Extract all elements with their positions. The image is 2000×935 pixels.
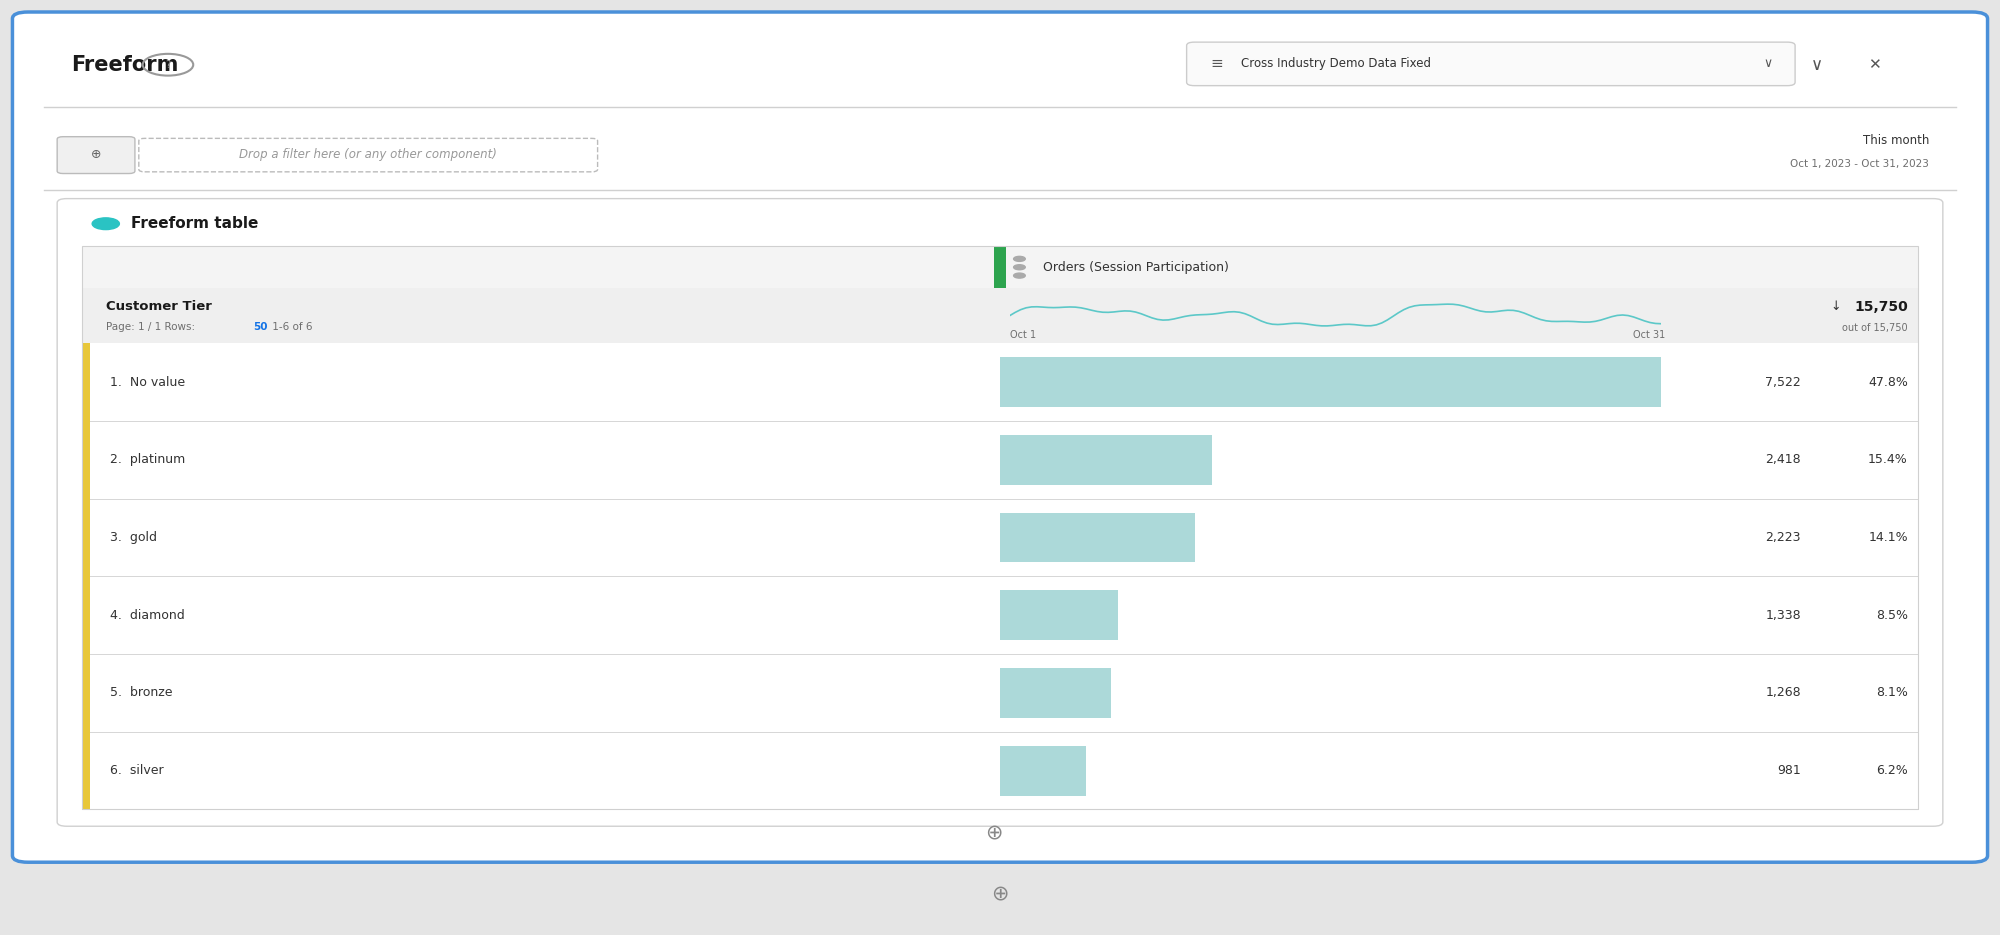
Text: 3.  gold: 3. gold <box>110 531 156 544</box>
Text: 2,418: 2,418 <box>1766 453 1800 467</box>
FancyBboxPatch shape <box>1186 42 1796 86</box>
Text: Cross Industry Demo Data Fixed: Cross Industry Demo Data Fixed <box>1242 57 1432 70</box>
Bar <box>82 343 1918 421</box>
Text: 6.2%: 6.2% <box>1876 764 1908 777</box>
Text: 47.8%: 47.8% <box>1868 376 1908 389</box>
Bar <box>1000 512 1196 563</box>
Circle shape <box>1014 273 1026 278</box>
Bar <box>82 732 90 810</box>
Bar <box>82 654 1918 732</box>
Text: 50: 50 <box>252 322 268 332</box>
Bar <box>82 246 1918 810</box>
Bar <box>1000 435 1212 484</box>
Bar <box>1000 590 1118 640</box>
Bar <box>82 654 90 732</box>
Text: Page: 1 / 1 Rows:: Page: 1 / 1 Rows: <box>106 322 198 332</box>
Text: ≡: ≡ <box>1210 56 1222 71</box>
Bar <box>82 288 1918 343</box>
Text: 2.  platinum: 2. platinum <box>110 453 184 467</box>
Text: 5.  bronze: 5. bronze <box>110 686 172 699</box>
Text: 4.  diamond: 4. diamond <box>110 609 184 622</box>
Text: 1,268: 1,268 <box>1766 686 1800 699</box>
Circle shape <box>1014 256 1026 262</box>
Text: 8.5%: 8.5% <box>1876 609 1908 622</box>
Bar <box>82 246 1918 288</box>
Text: 7,522: 7,522 <box>1766 376 1800 389</box>
Text: 1,338: 1,338 <box>1766 609 1800 622</box>
Circle shape <box>1014 265 1026 270</box>
Bar <box>82 577 1918 654</box>
FancyBboxPatch shape <box>12 12 1988 862</box>
Text: 6.  silver: 6. silver <box>110 764 164 777</box>
Text: ↓: ↓ <box>1830 300 1842 313</box>
Text: Oct 1: Oct 1 <box>1010 330 1036 340</box>
Text: 14.1%: 14.1% <box>1868 531 1908 544</box>
Text: 8.1%: 8.1% <box>1876 686 1908 699</box>
Text: ∨: ∨ <box>1810 56 1822 74</box>
Text: 15,750: 15,750 <box>1854 299 1908 313</box>
Text: Oct 31: Oct 31 <box>1632 330 1664 340</box>
Text: Drop a filter here (or any other component): Drop a filter here (or any other compone… <box>240 148 498 161</box>
Text: 981: 981 <box>1778 764 1800 777</box>
Bar <box>1000 746 1086 796</box>
Bar <box>82 577 90 654</box>
Circle shape <box>92 218 120 230</box>
Text: Freeform table: Freeform table <box>132 216 258 231</box>
Text: ∨: ∨ <box>1764 57 1772 70</box>
Bar <box>82 498 1918 577</box>
Text: ?: ? <box>166 60 170 70</box>
Text: out of 15,750: out of 15,750 <box>1842 324 1908 333</box>
Text: ⊕: ⊕ <box>90 148 102 161</box>
Bar <box>994 246 1006 288</box>
Bar <box>1000 357 1660 407</box>
Text: This month: This month <box>1862 134 1930 147</box>
Text: ✕: ✕ <box>1868 57 1882 72</box>
Bar <box>82 421 1918 498</box>
Bar <box>1000 669 1112 718</box>
Text: Customer Tier: Customer Tier <box>106 300 212 313</box>
Text: ⊕: ⊕ <box>986 822 1002 842</box>
Bar <box>82 343 90 421</box>
FancyBboxPatch shape <box>58 137 134 174</box>
Bar <box>82 732 1918 810</box>
Text: ⊕: ⊕ <box>992 884 1008 904</box>
Text: Freeform: Freeform <box>70 55 178 75</box>
Text: 1-6 of 6: 1-6 of 6 <box>270 322 312 332</box>
Text: 15.4%: 15.4% <box>1868 453 1908 467</box>
Bar <box>82 421 90 498</box>
Bar <box>82 498 90 577</box>
Text: Oct 1, 2023 - Oct 31, 2023: Oct 1, 2023 - Oct 31, 2023 <box>1790 159 1930 169</box>
Text: 2,223: 2,223 <box>1766 531 1800 544</box>
Text: 1.  No value: 1. No value <box>110 376 184 389</box>
FancyBboxPatch shape <box>58 198 1942 827</box>
Text: Orders (Session Participation): Orders (Session Participation) <box>1042 261 1228 274</box>
